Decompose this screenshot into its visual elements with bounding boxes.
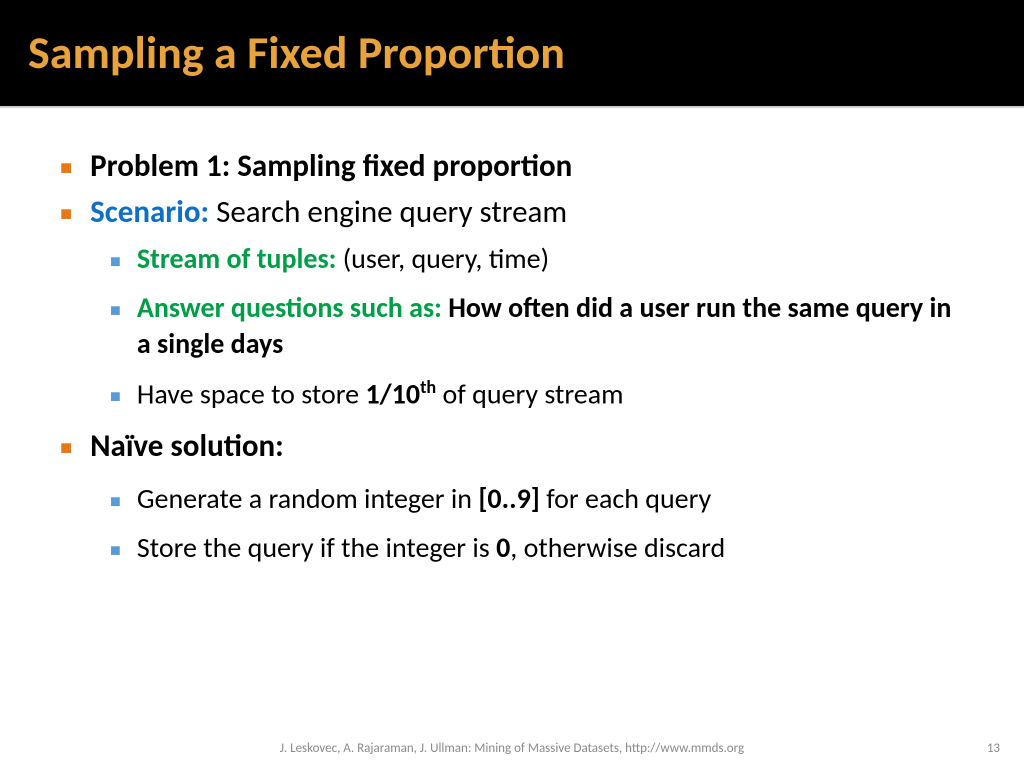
bullet-marker-icon: ■ — [110, 250, 121, 272]
bullet-problem: ■ Problem 1: Sampling fixed proportion — [60, 146, 964, 186]
bullet-store-query: ■ Store the query if the integer is 0, o… — [110, 530, 964, 566]
page-number: 13 — [987, 741, 1000, 756]
bullet-text: Generate a random integer in [0..9] for … — [137, 481, 711, 517]
bullet-marker-icon: ■ — [60, 202, 72, 226]
bullet-marker-icon: ■ — [110, 539, 121, 561]
bullet-marker-icon: ■ — [110, 385, 121, 407]
bullet-stream-tuples: ■ Stream of tuples: (user, query, time) — [110, 241, 964, 277]
bullet-marker-icon: ■ — [60, 156, 72, 180]
slide-title-bar: Sampling a Fixed Proportion — [0, 0, 1024, 108]
slide-title: Sampling a Fixed Proportion — [28, 25, 565, 81]
bullet-space-store: ■ Have space to store 1/10th of query st… — [110, 376, 964, 412]
slide-footer: J. Leskovec, A. Rajaraman, J. Ullman: Mi… — [0, 741, 1024, 756]
bullet-marker-icon: ■ — [110, 490, 121, 512]
bullet-text: Problem 1: Sampling fixed proportion — [90, 146, 572, 186]
bullet-generate-random: ■ Generate a random integer in [0..9] fo… — [110, 481, 964, 517]
bullet-text: Stream of tuples: (user, query, time) — [137, 241, 549, 277]
bullet-text: Store the query if the integer is 0, oth… — [137, 530, 725, 566]
slide-body: ■ Problem 1: Sampling fixed proportion ■… — [0, 108, 1024, 566]
bullet-naive-solution: ■ Naïve solution: — [60, 426, 964, 466]
bullet-text: Have space to store 1/10th of query stre… — [137, 376, 624, 412]
bullet-marker-icon: ■ — [110, 299, 121, 321]
bullet-scenario: ■ Scenario: Search engine query stream — [60, 192, 964, 232]
bullet-answer-questions: ■ Answer questions such as: How often di… — [110, 290, 964, 362]
bullet-text: Naïve solution: — [90, 426, 284, 466]
bullet-text: Scenario: Search engine query stream — [90, 192, 567, 232]
bullet-marker-icon: ■ — [60, 436, 72, 460]
bullet-text: Answer questions such as: How often did … — [137, 290, 964, 362]
